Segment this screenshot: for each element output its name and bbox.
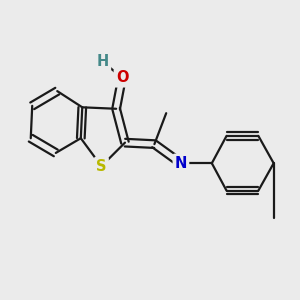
Text: H: H [97,54,109,69]
Text: S: S [96,159,107,174]
Text: N: N [175,156,187,171]
Text: O: O [116,70,128,86]
